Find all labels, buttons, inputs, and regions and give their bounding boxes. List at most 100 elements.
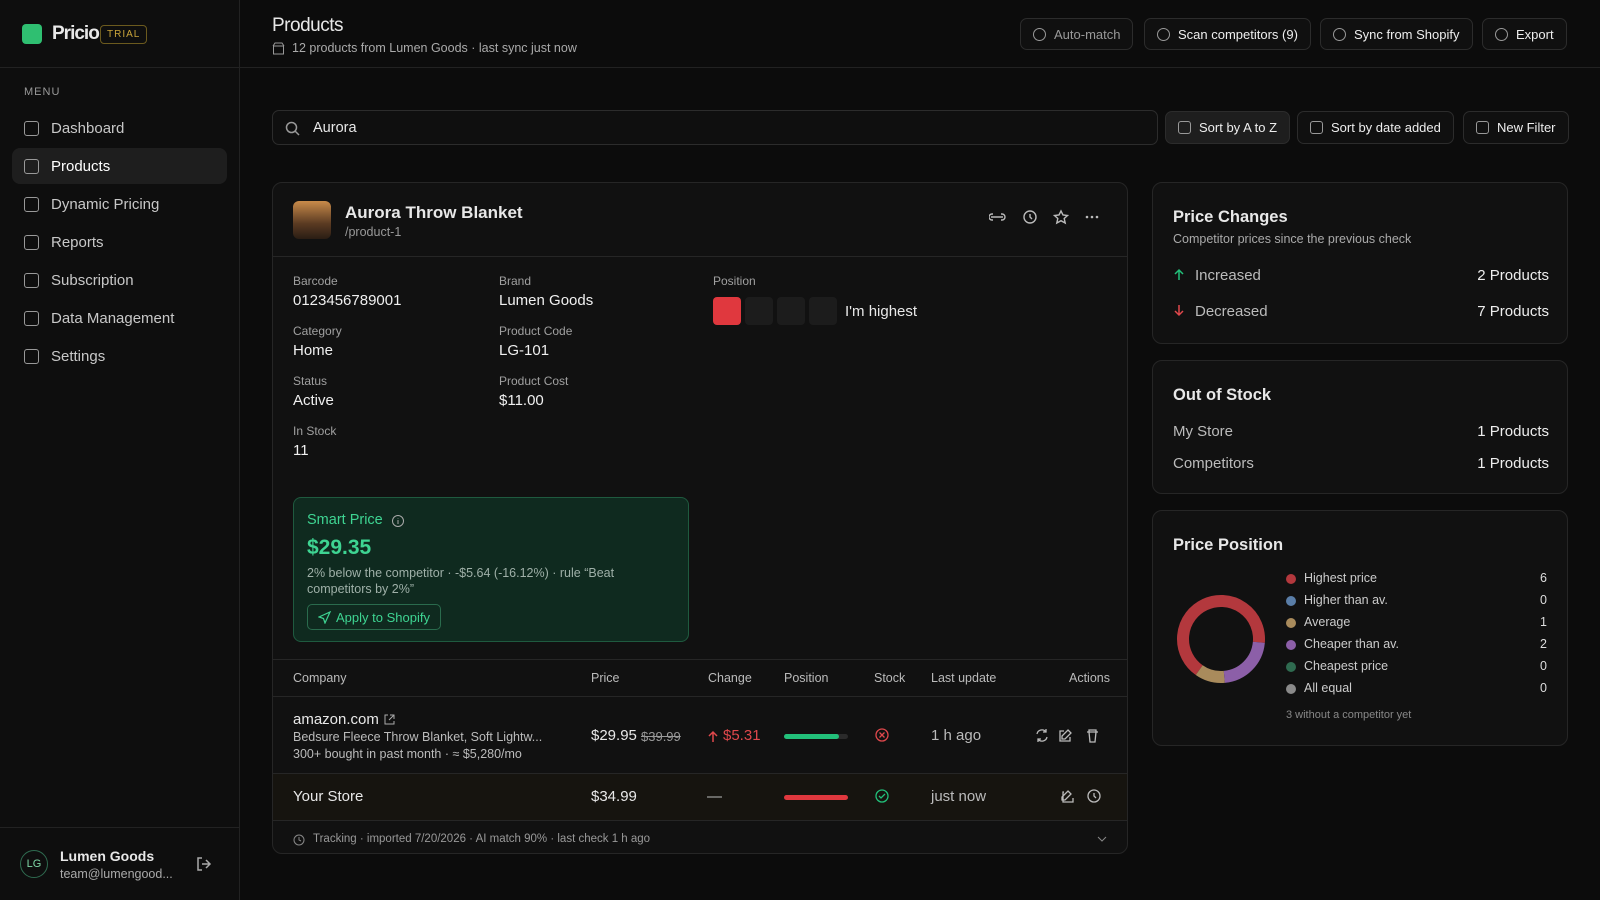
field-value: Lumen Goods: [499, 292, 594, 309]
field-value: Active: [293, 392, 334, 409]
position-fill: [784, 734, 839, 739]
legend-dot: [1286, 684, 1296, 694]
stat-row: Increased 2 Products: [1195, 267, 1549, 284]
logout-icon[interactable]: [196, 856, 212, 872]
change: —: [707, 788, 722, 805]
stat-value: 1 Products: [1477, 423, 1549, 440]
position-square: [745, 297, 773, 325]
button-icon: [1033, 27, 1046, 41]
tracking-footer: Tracking · imported 7/20/2026 · AI match…: [313, 833, 651, 845]
button-label: Sync from Shopify: [1354, 26, 1460, 42]
button-label: Sort by A to Z: [1199, 120, 1278, 135]
product-card: Aurora Throw Blanket /product-1 Barcode 0…: [272, 182, 1128, 854]
send-icon: [318, 611, 331, 624]
nav-label: Dynamic Pricing: [51, 195, 160, 213]
nav-icon: [24, 196, 39, 212]
stat-row: Competitors 1 Products: [1173, 455, 1549, 472]
card-subtitle: Competitor prices since the previous che…: [1173, 232, 1412, 246]
legend-dot: [1286, 574, 1296, 584]
button-icon: [1495, 27, 1508, 41]
button-icon: [1310, 121, 1323, 134]
field-value: Home: [293, 342, 334, 359]
divider: [273, 696, 1127, 697]
stat-label: Increased: [1195, 267, 1261, 284]
header-button[interactable]: Auto-match: [1020, 18, 1134, 50]
search-icon: [285, 121, 300, 136]
header-button[interactable]: Sync from Shopify: [1320, 18, 1473, 50]
header-button[interactable]: Scan competitors (9): [1144, 18, 1311, 50]
smart-price-title: Smart Price: [307, 512, 383, 528]
smart-price-value: $29.35: [307, 536, 372, 559]
field: Status Active: [293, 374, 499, 409]
field: Product Cost $11.00: [499, 374, 705, 409]
toolbar-button[interactable]: New Filter: [1463, 111, 1569, 144]
external-icon[interactable]: [384, 714, 395, 725]
price: $34.99: [591, 788, 637, 805]
legend-label: Highest price: [1304, 571, 1377, 585]
field-label: Brand: [499, 274, 532, 288]
field: Product Code LG-101: [499, 324, 705, 359]
toolbar-button[interactable]: Sort by A to Z: [1165, 111, 1291, 144]
column-header: Position: [784, 671, 829, 685]
toolbar-button[interactable]: Sort by date added: [1297, 111, 1454, 144]
expand-icon[interactable]: [1097, 835, 1107, 843]
field-value: 0123456789001: [293, 292, 402, 309]
column-header: Price: [591, 671, 620, 685]
row-actions[interactable]: [1061, 789, 1105, 804]
header-button[interactable]: Export: [1482, 18, 1567, 50]
stat-label: Competitors: [1173, 455, 1254, 472]
nav-item[interactable]: Settings: [12, 338, 227, 374]
nav-item[interactable]: Subscription: [12, 262, 227, 298]
nav-item[interactable]: Dynamic Pricing: [12, 186, 227, 222]
nav-item[interactable]: Data Management: [12, 300, 227, 336]
nav-icon: [24, 158, 39, 174]
last-update: 1 h ago: [931, 727, 982, 744]
nav-label: Dashboard: [51, 119, 125, 137]
store-icon: [272, 42, 285, 55]
legend-value: 2: [1540, 637, 1547, 651]
field-value: 11: [293, 442, 309, 459]
legend-value: 1: [1540, 615, 1547, 629]
company: amazon.com: [293, 711, 379, 728]
nav-label: Products: [51, 157, 111, 175]
position-bar: [784, 795, 848, 800]
nav-icon: [24, 234, 39, 250]
smart-price: Smart Price $29.35 2% below the competit…: [293, 497, 689, 642]
own-row: [273, 773, 1127, 821]
nav-item[interactable]: Products: [12, 148, 227, 184]
menu-label: MENU: [24, 86, 61, 98]
position-square: [809, 297, 837, 325]
row-actions[interactable]: [1035, 728, 1105, 743]
legend-value: 6: [1540, 571, 1547, 585]
company: Your Store: [293, 788, 364, 805]
divider: [240, 67, 1600, 68]
price-changes-card: Price Changes Competitor prices since th…: [1152, 182, 1568, 344]
nav-icon: [24, 120, 39, 136]
up-arrow: [708, 730, 718, 742]
product-slug: /product-1: [345, 225, 402, 239]
stat-row: Decreased 7 Products: [1195, 303, 1549, 320]
position-bar: [784, 734, 848, 739]
in-stock-icon: [875, 789, 889, 803]
out-of-stock-card: Out of Stock My Store 1 Products Competit…: [1152, 360, 1568, 494]
apply-label: Apply to Shopify: [336, 609, 430, 625]
apply-button[interactable]: Apply to Shopify: [307, 604, 441, 630]
search-box[interactable]: Aurora: [272, 110, 1158, 145]
nav-label: Data Management: [51, 309, 175, 327]
stat-label: Decreased: [1195, 303, 1268, 320]
button-label: Scan competitors (9): [1178, 26, 1298, 42]
legend-label: All equal: [1304, 681, 1352, 695]
stat-row: My Store 1 Products: [1173, 423, 1549, 440]
product-fields: Barcode 0123456789001 Brand Lumen Goods Cate…: [293, 274, 705, 459]
stat-label: My Store: [1173, 423, 1234, 440]
nav-label: Settings: [51, 347, 106, 365]
field-label: In Stock: [293, 424, 337, 438]
product-actions[interactable]: [989, 209, 1109, 225]
divider: [273, 256, 1127, 257]
nav-item[interactable]: Reports: [12, 224, 227, 260]
nav-icon: [24, 272, 39, 288]
button-icon: [1157, 27, 1170, 41]
avatar: LG: [20, 850, 48, 878]
nav-item[interactable]: Dashboard: [12, 110, 227, 146]
legend-label: Higher than av.: [1304, 593, 1388, 607]
